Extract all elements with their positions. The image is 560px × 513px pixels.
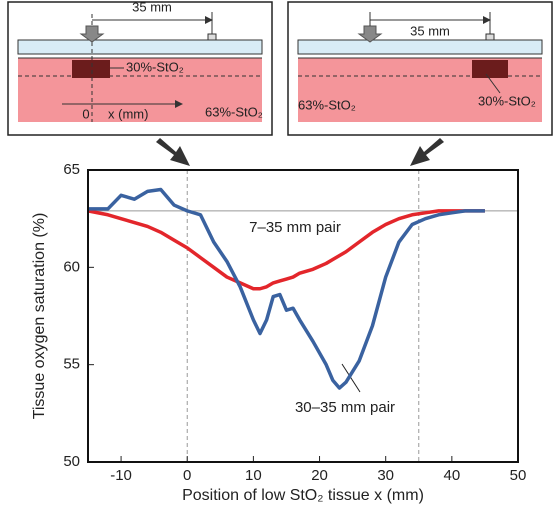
background-label: 63%-StO₂: [205, 104, 263, 119]
x-tick-label: -10: [110, 467, 132, 484]
leader-line: [341, 363, 361, 393]
series-line: [88, 187, 485, 390]
x-axis-label: Position of low StO₂ tissue x (mm): [182, 487, 424, 504]
pointer-arrow: [410, 138, 444, 166]
series-label: 30–35 mm pair: [295, 399, 395, 416]
x-tick-label: 50: [510, 467, 527, 484]
y-tick-label: 55: [63, 356, 80, 373]
background-label: 63%-StO₂: [298, 97, 356, 112]
y-tick-label: 60: [63, 258, 80, 275]
y-tick-label: 50: [63, 453, 80, 470]
inset-right: 35 mm 30%-StO₂ 63%-StO₂: [287, 1, 553, 136]
plot-frame: [87, 169, 519, 463]
y-axis-label: Tissue oxygen saturation (%): [31, 213, 48, 420]
origin-label: 0: [82, 106, 89, 121]
inclusion-label: 30%-StO₂: [478, 93, 536, 108]
inclusion-label: 30%-StO₂: [126, 59, 184, 74]
x-tick-label: 20: [311, 467, 328, 484]
inset-left: 35 mm 30%-StO₂ 63%-StO₂ 0 x (mm): [7, 0, 273, 136]
distance-label: 35 mm: [132, 0, 172, 14]
y-tick-label: 65: [63, 161, 80, 178]
distance-label: 35 mm: [410, 23, 450, 38]
axis-label: x (mm): [108, 106, 148, 121]
x-tick-label: 0: [183, 467, 191, 484]
x-tick-label: 40: [444, 467, 461, 484]
pointer-arrow: [156, 138, 190, 166]
x-tick-label: 30: [377, 467, 394, 484]
series-label: 7–35 mm pair: [249, 219, 341, 236]
x-tick-label: 10: [245, 467, 262, 484]
series-line: [87, 209, 485, 291]
